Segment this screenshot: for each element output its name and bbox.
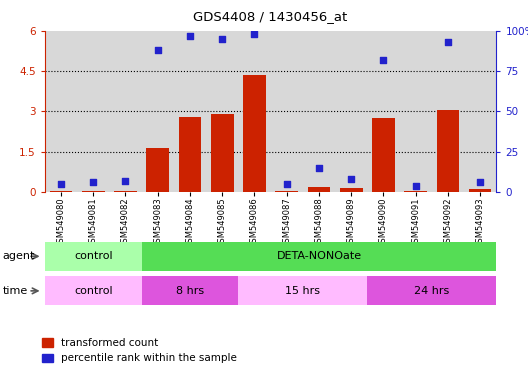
Bar — [211, 114, 233, 192]
Point — [282, 181, 291, 187]
Bar — [367, 276, 496, 305]
Point — [57, 181, 65, 187]
Bar — [372, 118, 395, 192]
Text: control: control — [74, 286, 112, 296]
Bar — [367, 31, 400, 192]
Bar — [206, 31, 238, 192]
Text: time: time — [3, 286, 28, 296]
Bar — [178, 117, 201, 192]
Text: agent: agent — [3, 251, 35, 262]
Bar — [340, 188, 363, 192]
Bar — [464, 31, 496, 192]
Bar — [238, 31, 271, 192]
Bar — [45, 276, 142, 305]
Bar — [276, 191, 298, 192]
Bar — [114, 191, 137, 192]
Bar — [174, 31, 206, 192]
Bar — [469, 189, 492, 192]
Point — [476, 179, 484, 185]
Point — [411, 182, 420, 189]
Bar — [50, 191, 72, 192]
Point — [250, 31, 259, 37]
Text: 24 hrs: 24 hrs — [414, 286, 449, 296]
Text: 15 hrs: 15 hrs — [285, 286, 320, 296]
Bar — [77, 31, 109, 192]
Bar — [270, 31, 303, 192]
Bar — [432, 31, 464, 192]
Text: GDS4408 / 1430456_at: GDS4408 / 1430456_at — [193, 10, 348, 23]
Text: DETA-NONOate: DETA-NONOate — [276, 251, 362, 262]
Bar — [109, 31, 142, 192]
Bar — [146, 148, 169, 192]
Bar — [142, 276, 238, 305]
Bar — [437, 110, 459, 192]
Bar — [142, 31, 174, 192]
Text: control: control — [74, 251, 112, 262]
Point — [347, 176, 355, 182]
Point — [444, 39, 452, 45]
Bar — [238, 276, 367, 305]
Point — [154, 47, 162, 53]
Point — [379, 57, 388, 63]
Point — [121, 178, 130, 184]
Bar — [45, 31, 77, 192]
Legend: transformed count, percentile rank within the sample: transformed count, percentile rank withi… — [42, 338, 237, 363]
Bar — [404, 191, 427, 192]
Bar — [303, 31, 335, 192]
Point — [89, 179, 98, 185]
Bar — [142, 242, 496, 271]
Point — [186, 33, 194, 39]
Bar — [308, 187, 330, 192]
Point — [218, 36, 227, 42]
Bar — [82, 191, 105, 192]
Point — [315, 165, 323, 171]
Bar — [335, 31, 367, 192]
Text: 8 hrs: 8 hrs — [176, 286, 204, 296]
Bar — [243, 75, 266, 192]
Bar — [400, 31, 432, 192]
Bar — [45, 242, 142, 271]
